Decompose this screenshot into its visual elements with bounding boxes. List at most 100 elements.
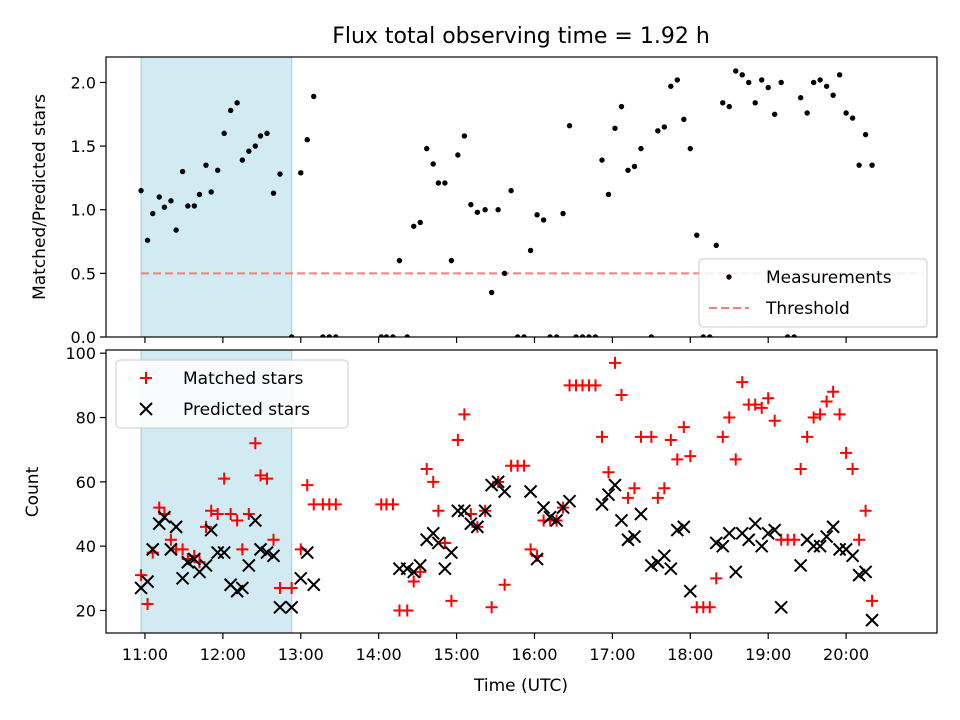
predicted-stars-point <box>716 539 730 553</box>
measurement-point <box>468 201 474 208</box>
predicted-stars-point <box>826 520 840 534</box>
matched-stars-point <box>386 498 399 511</box>
measurement-point <box>707 334 713 337</box>
matched-stars-point <box>273 581 286 594</box>
matched-stars-point <box>254 469 267 482</box>
measurement-point <box>185 203 191 209</box>
predicted-stars-point <box>858 565 873 579</box>
matched-stars-point <box>820 395 833 408</box>
matched-stars-point <box>261 472 274 485</box>
measurement-point <box>144 237 151 243</box>
x-tick-label: 18:00 <box>667 645 713 664</box>
measurement-point <box>461 133 468 139</box>
matched-stars-point <box>658 482 671 495</box>
measurement-point <box>778 79 784 86</box>
matched-stars-point <box>524 543 537 556</box>
matched-stars-point <box>736 376 749 389</box>
matched-stars-point <box>224 508 237 521</box>
measurement-point <box>869 162 875 168</box>
measurement-point <box>804 110 810 116</box>
predicted-stars-point <box>140 574 155 589</box>
bottom-panel: Count Time (UTC) 20 40 60 80 100 11:00 12:00 13… <box>23 344 938 696</box>
measurement-point <box>138 187 144 194</box>
measurement-point <box>191 203 197 209</box>
predicted-stars-point <box>400 561 414 576</box>
measurement-point <box>304 137 310 143</box>
measurement-point <box>455 152 461 158</box>
measurement-point <box>161 204 168 210</box>
matched-stars-point <box>589 379 602 392</box>
predicted-stars-point <box>543 510 557 524</box>
measurement-point <box>648 334 655 337</box>
matched-stars-point <box>664 434 677 447</box>
matched-stars-point <box>807 411 820 424</box>
matched-stars-point <box>420 462 433 475</box>
predicted-stars-point <box>755 539 769 553</box>
predicted-stars-point <box>300 545 314 560</box>
measurement-point <box>396 257 403 264</box>
top-highlight-span <box>140 56 293 338</box>
measurement-point <box>474 209 481 215</box>
measurement-point <box>862 131 869 138</box>
measurement-point <box>378 334 384 337</box>
measurement-point <box>404 334 410 337</box>
measurement-point <box>179 168 186 175</box>
matched-stars-point <box>794 462 807 475</box>
predicted-stars-point <box>793 558 808 573</box>
measurement-point <box>661 124 668 130</box>
bottom-axes-frame <box>105 349 938 634</box>
predicted-stars-point <box>478 504 492 518</box>
measurement-point <box>168 198 174 204</box>
matched-stars-point <box>164 533 177 546</box>
matched-stars-point <box>301 479 314 492</box>
matched-stars-point <box>628 482 641 495</box>
predicted-stars-point <box>657 549 672 563</box>
matched-stars-point <box>615 389 628 402</box>
measurement-point <box>521 334 527 337</box>
x-tick-label: 17:00 <box>589 645 635 664</box>
measurement-point <box>752 100 758 106</box>
bottom-y-tick-label: 100 <box>65 344 96 363</box>
measurement-point <box>631 163 638 170</box>
predicted-stars-point <box>497 484 512 499</box>
predicted-stars-point <box>164 542 178 557</box>
measurement-point <box>547 334 553 337</box>
measurement-point <box>830 92 836 98</box>
measurement-point <box>586 334 592 337</box>
top-y-tick-label: 0.5 <box>71 264 96 283</box>
measurement-point <box>514 334 521 337</box>
measurement-point <box>534 212 540 218</box>
x-tick-label: 11:00 <box>122 645 168 664</box>
predicted-stars-point <box>761 526 775 541</box>
measurement-point <box>227 107 234 114</box>
measurement-point <box>797 95 804 101</box>
predicted-stars-point <box>832 542 847 557</box>
matched-stars-point <box>621 491 634 504</box>
matched-stars-point <box>788 533 801 546</box>
predicted-stars-point <box>562 494 577 508</box>
predicted-stars-point <box>210 545 225 560</box>
bottom-y-tick-label: 80 <box>76 409 96 428</box>
matched-stars-point <box>236 543 249 556</box>
matched-stars-point <box>755 401 768 414</box>
predicted-stars-point <box>470 520 485 534</box>
matched-stars-point <box>634 430 647 443</box>
predicted-stars-point <box>767 523 782 537</box>
top-y-tick-label: 0.0 <box>71 328 96 347</box>
top-plot-area: 0.0 0.5 1.0 1.5 2.0 Measurements Threshold <box>71 56 938 347</box>
predicted-stars-point <box>608 478 622 492</box>
predicted-stars-point <box>266 549 281 563</box>
predicted-stars-point <box>204 523 218 537</box>
measurement-point <box>482 207 488 213</box>
matched-stars-point <box>827 385 840 398</box>
measurement-point <box>257 133 264 139</box>
measurement-point <box>726 103 732 110</box>
predicted-stars-point <box>819 529 834 544</box>
matched-stars-point <box>141 598 154 611</box>
measurement-point <box>252 143 259 149</box>
predicted-stars-point <box>644 558 659 573</box>
measurement-point <box>599 157 605 163</box>
measurement-point <box>390 334 396 337</box>
matched-stars-point <box>608 356 621 369</box>
